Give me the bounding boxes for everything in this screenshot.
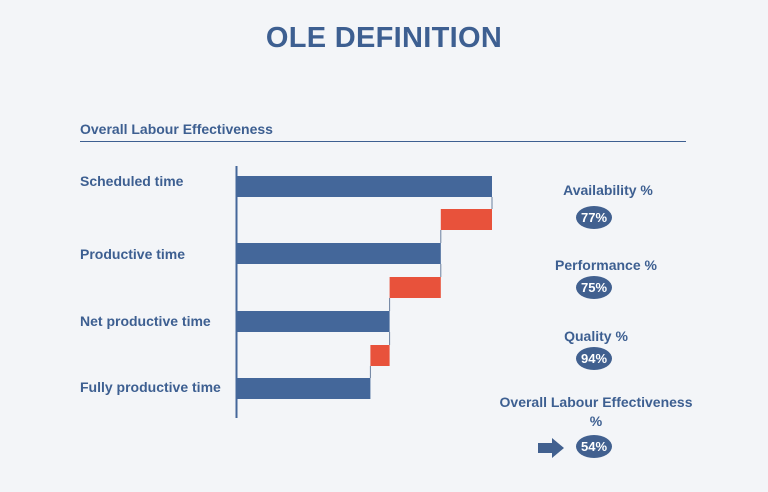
availability-badge: 77% xyxy=(576,206,612,229)
quality-label: Quality % xyxy=(564,328,628,344)
loss-availability xyxy=(440,209,492,230)
section-subtitle: Overall Labour Effectiveness xyxy=(80,121,273,137)
ole-label: Overall Labour Effectiveness % xyxy=(499,394,693,429)
ole-badge: 54% xyxy=(576,435,612,458)
row-label-productive-time: Productive time xyxy=(80,246,186,262)
quality-badge: 94% xyxy=(576,347,612,370)
loss-performance xyxy=(389,277,441,298)
row-label-scheduled-time: Scheduled time xyxy=(80,173,184,189)
availability-label: Availability % xyxy=(563,182,653,198)
bar-net-productive-time xyxy=(236,311,390,332)
page-title: OLE DEFINITION xyxy=(265,22,503,54)
loss-quality xyxy=(370,345,390,366)
bar-fully-productive-time xyxy=(236,378,371,399)
subtitle-divider xyxy=(80,141,686,142)
performance-badge: 75% xyxy=(576,276,612,299)
bar-productive-time xyxy=(236,243,441,264)
row-label-net-productive-time: Net productive time xyxy=(80,313,211,329)
bar-scheduled-time xyxy=(236,176,492,197)
performance-label: Performance % xyxy=(555,257,657,273)
row-label-fully-productive-time: Fully productive time xyxy=(80,379,221,395)
arrow-right-icon xyxy=(538,438,564,458)
